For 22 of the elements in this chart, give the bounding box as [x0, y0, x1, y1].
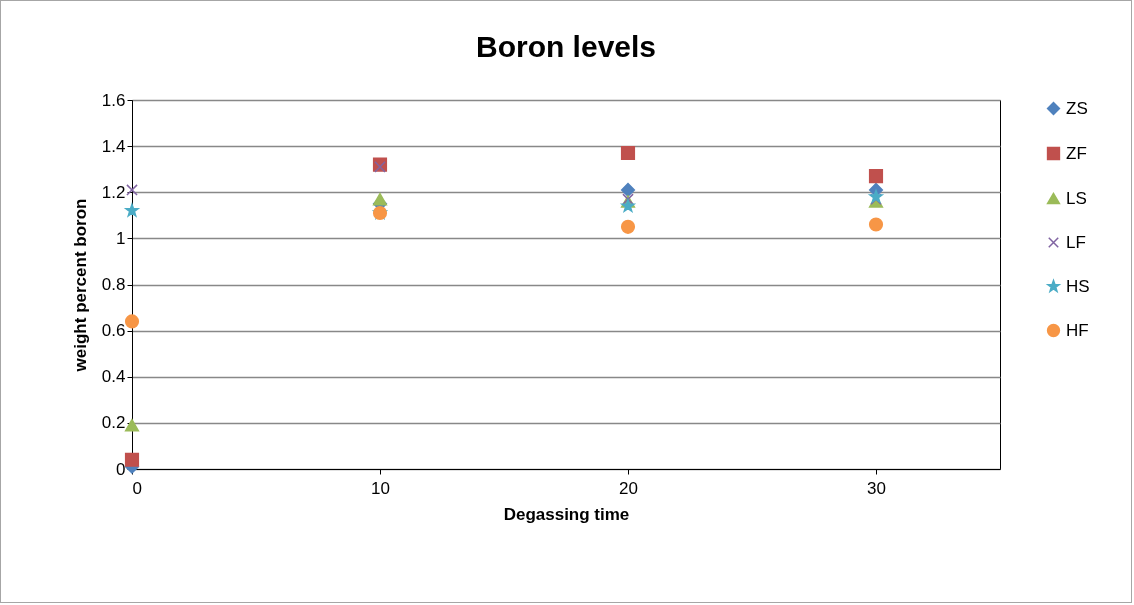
- y-tick-label: 1.6: [101, 90, 126, 110]
- y-tick-label: 0.8: [101, 275, 126, 294]
- x-tick-label: 0: [132, 478, 142, 498]
- chart-title: Boron levels: [475, 30, 657, 63]
- y-tick-label: 0: [116, 459, 126, 479]
- x-tick-label: 10: [371, 478, 390, 498]
- legend-label: LF: [1066, 232, 1086, 252]
- legend-label: ZS: [1066, 98, 1088, 118]
- y-tick-label: 1.4: [101, 136, 126, 156]
- y-tick-label: 0.4: [101, 367, 126, 387]
- legend-label: HF: [1066, 320, 1089, 340]
- legend-label: HS: [1066, 276, 1090, 296]
- y-tick-label: 1: [116, 228, 126, 248]
- legend-label: LS: [1066, 188, 1087, 208]
- y-tick-label: 0.6: [101, 321, 126, 341]
- x-axis-title: Degassing time: [503, 504, 630, 524]
- x-tick-label: 30: [867, 478, 886, 498]
- x-tick-label: 20: [619, 478, 638, 498]
- y-tick-label: 1.2: [101, 182, 126, 202]
- legend-label: ZF: [1066, 143, 1087, 163]
- y-tick-label: 0.2: [101, 413, 126, 433]
- y-axis-title: weight percent boron: [70, 198, 90, 373]
